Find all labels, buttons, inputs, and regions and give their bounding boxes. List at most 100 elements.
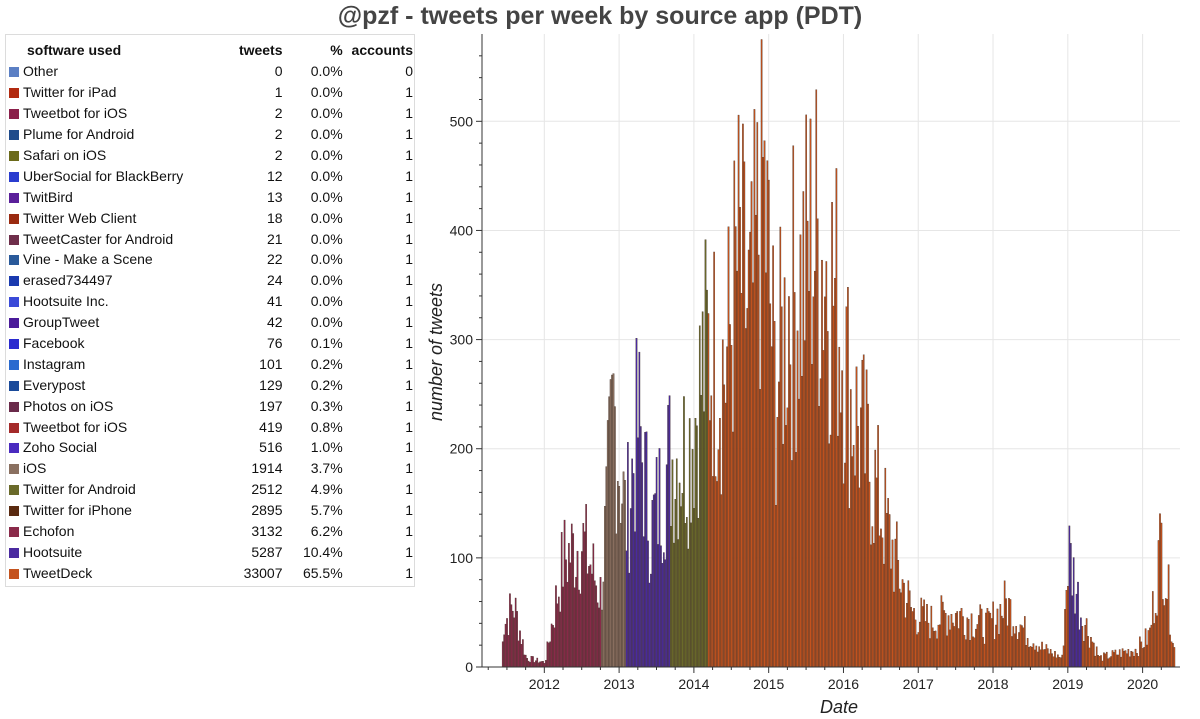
legend-app-name: Vine - Make a Scene [23,251,153,268]
bar [916,634,918,668]
legend-swatch [9,568,19,579]
bar [975,628,977,668]
legend-swatch [9,151,19,161]
legend-swatch [9,339,19,350]
bar [650,573,652,668]
axes-group: 0 100 200 300 400 500 2012 2013 2014 2015 2016 2017… [450,34,1180,692]
bar [1042,649,1045,668]
bar [1121,648,1124,668]
legend-tweets: 419 [259,418,283,435]
bar [835,168,838,668]
bar [746,308,749,668]
bar [520,644,523,668]
bar [825,261,828,668]
legend-accounts: 1 [405,188,413,205]
bar [1149,627,1151,668]
bar [542,661,544,668]
bar [1044,649,1046,668]
bar [716,481,718,668]
legend-swatch [9,506,19,517]
legend-app-name: TwitBird [23,188,73,205]
legend-swatch [9,234,19,245]
bar [1159,513,1161,668]
bar [921,606,924,668]
bar [1065,590,1068,668]
bar [770,346,773,668]
legend-row: Facebook 76 0.1% 1 [9,333,413,354]
bar [592,543,595,668]
bar [664,559,667,668]
bar [511,610,514,668]
bar [759,389,761,668]
bar [877,425,879,668]
y-tick-label: 100 [450,550,474,566]
bar [871,526,874,668]
bar [724,402,727,668]
bar [957,628,960,668]
bar [883,563,885,668]
legend-pct: 0.0% [310,251,343,268]
bar [681,493,684,668]
bar [632,473,635,668]
bar [601,609,603,668]
bar [509,593,511,668]
bar [891,539,894,668]
legend-app-name: erased734497 [23,272,113,289]
legend-swatch [9,171,19,182]
bar [887,498,889,668]
bar [979,604,982,668]
bar [1075,593,1078,668]
bar [838,346,841,668]
bar [1172,643,1174,668]
legend-tweets: 1 [274,84,283,101]
legend-app-name: Twitter for iPad [23,84,117,101]
bar [671,459,674,668]
legend-swatch [9,130,19,141]
legend-tweets: 18 [266,209,283,226]
legend-row: Photos on iOS 197 0.3% 1 [9,395,413,416]
bar [683,396,685,668]
bar [660,545,662,668]
legend-row: Tweetbot for iOS 2 0.0% 1 [9,103,413,124]
bar [875,477,878,668]
bar [769,303,772,668]
bar [1016,639,1019,668]
bar [858,487,861,668]
bar [999,604,1002,668]
bar [811,364,813,668]
bar [558,596,560,668]
legend-accounts: 1 [405,209,413,226]
bar [857,425,859,668]
bar [625,550,628,668]
legend-row: Tweetbot for iOS 419 0.8% 1 [9,416,413,437]
bar [924,621,927,668]
bar [1098,656,1101,668]
bar [627,442,629,668]
bar [1015,625,1017,668]
bar [819,378,822,668]
bar [628,572,631,668]
legend-pct: 0.3% [310,397,343,414]
legend-swatch [9,297,19,308]
bar [1124,650,1127,668]
bar [700,395,703,668]
bar [1107,658,1110,668]
legend-tweets: 13 [266,188,283,205]
bar [1153,623,1156,668]
bar [527,660,530,668]
bar [579,593,582,668]
bar [673,542,675,668]
bar [977,615,980,668]
bar [555,585,557,668]
y-axis-label: number of tweets [426,283,446,421]
bar [631,458,633,668]
bar [1140,641,1143,668]
bar [884,467,887,668]
legend-row: TweetCaster for Android 21 0.0% 1 [9,228,413,249]
bar [893,591,895,668]
bar [1113,652,1115,668]
bar [1146,644,1148,668]
bar [688,418,691,668]
bar [934,630,937,668]
bar [622,471,625,668]
